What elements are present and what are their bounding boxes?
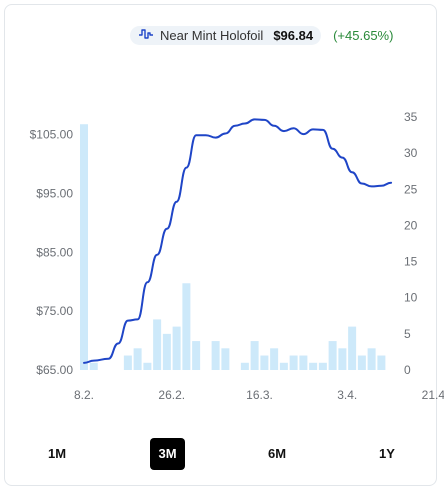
left-axis-tick: $95.00: [36, 186, 73, 200]
volume-bar: [123, 355, 132, 370]
right-axis-tick: 20: [404, 218, 418, 232]
x-axis-tick: 21.4.: [422, 388, 444, 402]
range-3m-button[interactable]: 3M: [150, 438, 185, 470]
price-line: [83, 118, 393, 364]
range-1y-button[interactable]: 1Y: [379, 446, 395, 461]
volume-bar: [211, 341, 220, 370]
right-axis-tick: 30: [404, 146, 418, 160]
volume-bar: [270, 348, 279, 370]
right-axis-tick: 10: [404, 291, 418, 305]
left-axis-tick: $65.00: [36, 363, 73, 377]
right-axis-tick: 15: [404, 255, 418, 269]
volume-bar: [182, 283, 191, 370]
left-axis-tick: $85.00: [36, 245, 73, 259]
legend-change: (+45.65%): [333, 27, 394, 43]
range-6m-button[interactable]: 6M: [267, 446, 287, 461]
volume-bar: [143, 362, 152, 370]
price-chart: $105.00 $95.00 $85.00 $75.00 $65.00 35 30 25 20 1…: [30, 110, 444, 402]
volume-bar: [348, 326, 357, 370]
left-axis-tick: $75.00: [36, 304, 73, 318]
right-axis-tick: 25: [404, 182, 418, 196]
right-axis-tick: 5: [404, 327, 411, 341]
volume-bar: [250, 341, 259, 370]
x-axis-tick: 26.2.: [158, 388, 185, 402]
volume-bar: [192, 341, 201, 370]
x-axis-tick: 16.3.: [246, 388, 273, 402]
chart-card: [4, 4, 437, 486]
volume-bar: [318, 362, 327, 370]
volume-bar: [172, 326, 181, 370]
x-axis-tick: 8.2.: [74, 388, 94, 402]
legend-series-name: Near Mint Holofoil: [160, 27, 264, 43]
volume-bar: [260, 355, 269, 370]
volume-bar: [80, 124, 88, 370]
range-selector: 1M 3M 6M 1Y: [0, 438, 444, 470]
volume-bar: [289, 355, 298, 370]
chart-line-icon: [138, 28, 154, 43]
range-1m-button[interactable]: 1M: [47, 446, 67, 461]
volume-bar: [279, 362, 288, 370]
volume-bar: [309, 362, 318, 370]
volume-bar: [377, 355, 386, 370]
volume-bar: [89, 362, 98, 370]
legend-chip[interactable]: Near Mint Holofoil $96.84: [130, 25, 322, 45]
volume-bar: [153, 319, 162, 370]
volume-bar: [221, 348, 230, 370]
legend-price: $96.84: [273, 27, 314, 43]
left-axis-tick: $105.00: [30, 128, 74, 142]
volume-bar: [240, 362, 249, 370]
volume-bar: [299, 355, 308, 370]
volume-bar: [328, 341, 337, 370]
volume-bar: [357, 355, 366, 370]
right-axis-tick: 0: [404, 363, 411, 377]
volume-bar: [162, 333, 171, 370]
x-axis-tick: 3.4.: [337, 388, 357, 402]
legend: Near Mint Holofoil $96.84 (+45.65%): [130, 24, 393, 46]
volume-bar: [338, 348, 347, 370]
right-axis-tick: 35: [404, 110, 418, 124]
volume-bar: [133, 348, 142, 370]
volume-bar: [367, 348, 376, 370]
